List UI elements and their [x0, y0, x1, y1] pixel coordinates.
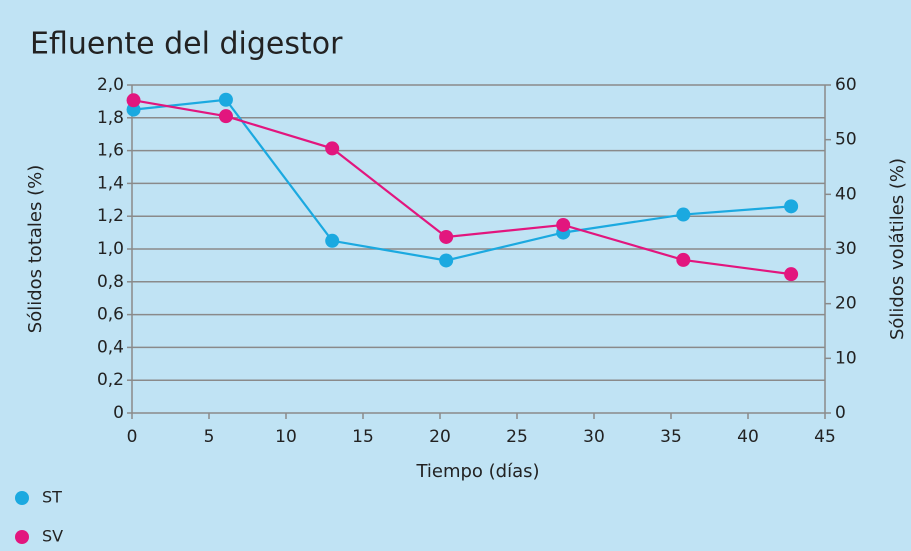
- y2-tick-label: 60: [835, 75, 857, 95]
- data-point: [439, 253, 454, 268]
- y-tick-label: 0,8: [97, 272, 124, 292]
- data-point: [325, 233, 340, 248]
- y2-tick-label: 0: [835, 403, 846, 423]
- y2-axis-label: Sólidos volátiles (%): [887, 158, 908, 340]
- data-point: [218, 92, 233, 107]
- y-tick-label: 0,4: [97, 337, 124, 357]
- legend-label: SV: [42, 527, 63, 546]
- data-point: [676, 207, 691, 222]
- data-point: [556, 217, 571, 232]
- x-tick-label: 5: [204, 427, 215, 447]
- x-tick-label: 10: [275, 427, 297, 447]
- data-point: [325, 141, 340, 156]
- legend-marker: [15, 530, 29, 544]
- series-line: [133, 99, 792, 276]
- y-tick-label: 1,8: [97, 108, 124, 128]
- data-point: [676, 252, 691, 267]
- x-tick-label: 40: [737, 427, 759, 447]
- data-point: [784, 199, 799, 214]
- y2-tick-label: 50: [835, 130, 857, 150]
- y-tick-label: 1,2: [97, 206, 124, 226]
- data-point: [784, 267, 799, 282]
- y2-tick-label: 10: [835, 348, 857, 368]
- y-tick-label: 1,6: [97, 141, 124, 161]
- legend-label: ST: [42, 488, 62, 507]
- y-tick-label: 1,4: [97, 173, 124, 193]
- data-point: [126, 93, 141, 108]
- y-tick-label: 0,6: [97, 305, 124, 325]
- y-tick-label: 1,0: [97, 239, 124, 259]
- chart-title: Efluente del digestor: [30, 27, 343, 62]
- x-axis-label: Tiempo (días): [415, 461, 539, 482]
- y-tick-label: 2,0: [97, 75, 124, 95]
- y2-tick-label: 20: [835, 294, 857, 314]
- y-tick-label: 0: [113, 403, 124, 423]
- legend-marker: [15, 491, 29, 505]
- x-tick-label: 30: [583, 427, 605, 447]
- data-point: [218, 109, 233, 124]
- x-tick-label: 0: [127, 427, 138, 447]
- x-tick-label: 25: [506, 427, 528, 447]
- y2-tick-label: 40: [835, 184, 857, 204]
- x-tick-label: 35: [660, 427, 682, 447]
- x-tick-label: 15: [352, 427, 374, 447]
- y-tick-label: 0,2: [97, 370, 124, 390]
- y2-tick-label: 30: [835, 239, 857, 259]
- y-axis-label: Sólidos totales (%): [25, 165, 46, 333]
- data-point: [439, 229, 454, 244]
- x-tick-label: 45: [814, 427, 836, 447]
- x-tick-label: 20: [429, 427, 451, 447]
